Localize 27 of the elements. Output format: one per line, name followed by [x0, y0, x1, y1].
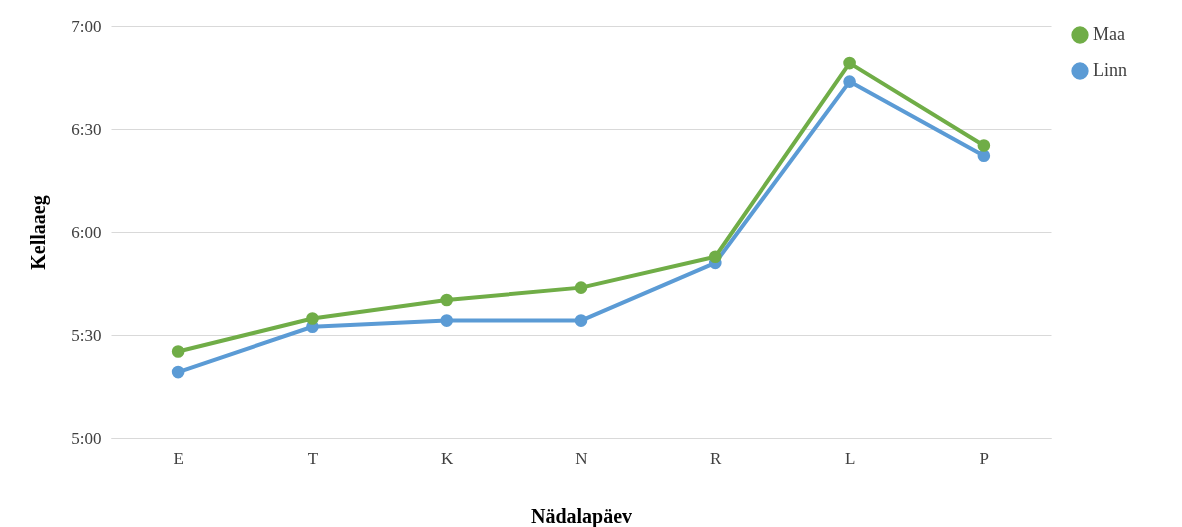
point	[708, 250, 722, 264]
point	[843, 56, 856, 70]
point	[574, 314, 588, 327]
x-tick-label: E	[173, 448, 184, 468]
y-axis-title: Kellaaeg	[27, 195, 51, 270]
point	[574, 281, 588, 294]
y-tick-label: 5:00	[71, 428, 102, 448]
x-tick-label: N	[575, 448, 588, 468]
point	[843, 75, 856, 88]
point	[171, 345, 185, 358]
y-tick-label: 5:30	[71, 325, 102, 345]
x-tick-label: L	[844, 448, 856, 468]
x-axis-title: Nädalapäev	[530, 504, 633, 527]
x-tick-label: P	[979, 448, 990, 468]
x-tick-label: K	[441, 448, 455, 468]
x-tick-label: T	[307, 448, 319, 468]
point	[440, 293, 454, 307]
y-tick-label: 6:00	[71, 222, 102, 242]
point	[440, 314, 454, 327]
legend-label: Maa	[1093, 24, 1125, 44]
point	[977, 139, 991, 152]
y-tick-label: 6:30	[71, 119, 102, 139]
legend-label: Linn	[1093, 60, 1127, 80]
point	[171, 365, 185, 379]
y-tick-label: 7:00	[71, 16, 102, 36]
x-tick-label: R	[710, 448, 723, 468]
point	[306, 312, 319, 325]
